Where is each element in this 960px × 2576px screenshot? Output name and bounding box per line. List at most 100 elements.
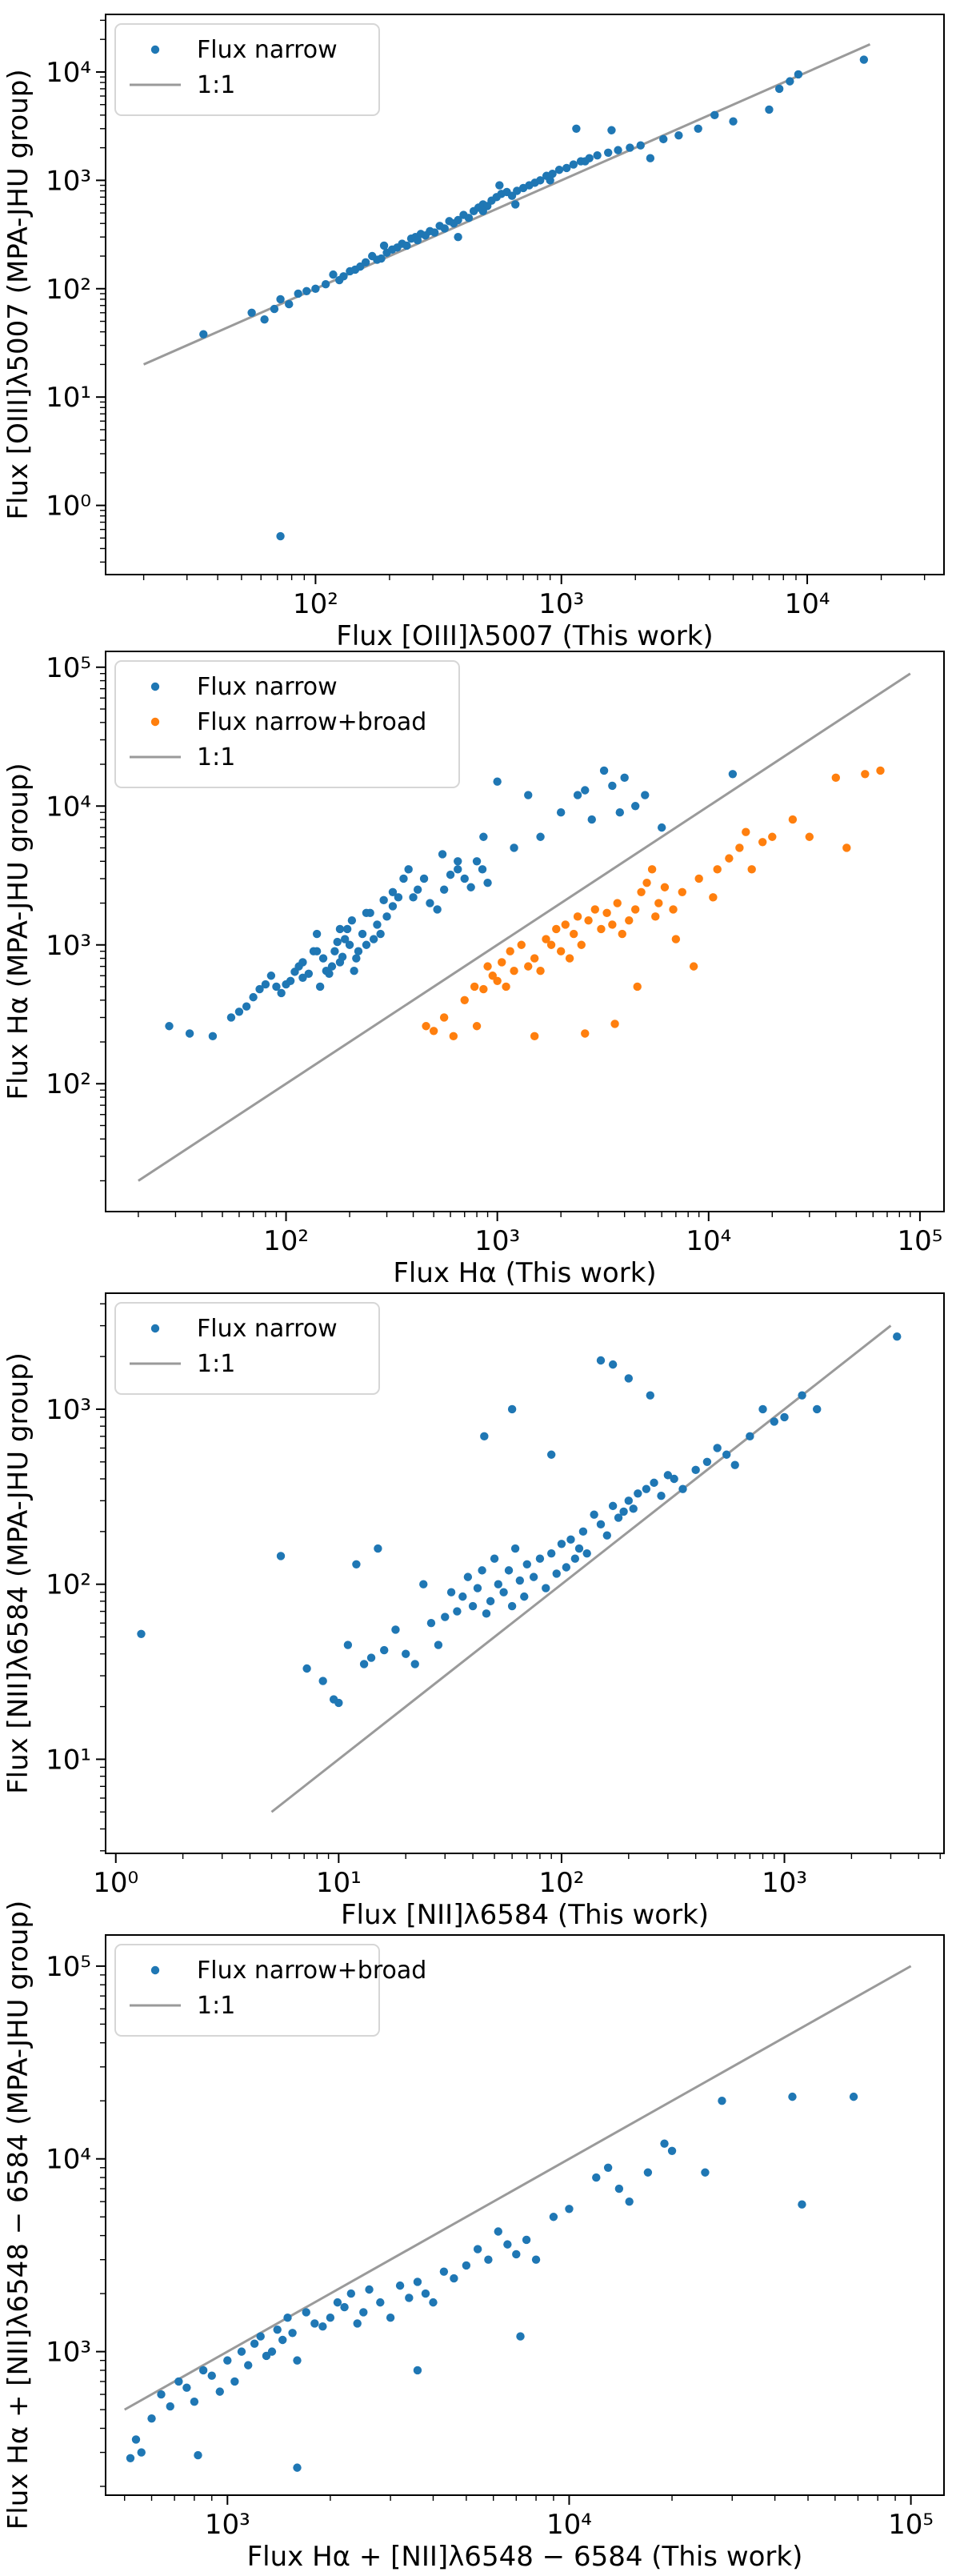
data-point: [312, 929, 322, 939]
data-point: [562, 1563, 571, 1572]
data-point: [494, 1580, 503, 1588]
data-point: [333, 2298, 342, 2307]
data-point: [592, 2173, 601, 2182]
x-axis-label: Flux Hα (This work): [393, 1257, 656, 1289]
data-point: [273, 2325, 282, 2334]
x-tick-label: 10⁵: [888, 2509, 934, 2541]
data-point: [634, 1489, 642, 1498]
data-point: [286, 976, 295, 985]
data-point: [624, 1496, 633, 1505]
data-point: [466, 883, 475, 891]
x-tick-label: 10²: [293, 588, 338, 620]
data-point: [603, 2163, 613, 2172]
data-point: [441, 1613, 450, 1621]
data-point: [382, 912, 391, 921]
data-point: [462, 2261, 471, 2270]
data-point: [482, 1609, 491, 1618]
data-point: [510, 843, 518, 852]
data-point: [473, 2245, 482, 2253]
data-point: [522, 1560, 531, 1568]
data-point: [569, 160, 578, 169]
data-point: [272, 982, 281, 992]
data-point: [388, 902, 398, 911]
data-point: [747, 865, 756, 874]
y-tick-label: 10²: [46, 1068, 91, 1100]
data-point: [410, 1660, 419, 1669]
data-point: [522, 2235, 531, 2245]
data-point: [774, 84, 784, 94]
data-point: [347, 916, 357, 925]
data-point: [439, 1013, 449, 1022]
data-point: [255, 984, 264, 994]
data-point: [207, 2371, 216, 2380]
data-point: [266, 972, 276, 980]
x-tick-label: 10⁰: [93, 1867, 138, 1899]
data-point: [722, 1450, 731, 1459]
data-point: [713, 1444, 722, 1452]
chart-2-halpha-plot-area: [138, 672, 911, 1182]
data-point: [426, 899, 434, 907]
chart-4-halpha-nii-minor-ticks: [100, 1974, 896, 2501]
data-point: [513, 186, 522, 195]
data-point: [395, 2281, 405, 2290]
data-point: [174, 2377, 183, 2386]
data-point: [596, 1356, 606, 1365]
data-point: [352, 1560, 361, 1568]
data-point: [230, 2377, 239, 2386]
data-point: [137, 2448, 146, 2457]
data-point: [402, 241, 411, 250]
data-point: [573, 791, 582, 799]
data-point: [608, 1360, 618, 1369]
y-tick-label: 10³: [46, 930, 91, 962]
chart-3-nii-legend: Flux narrow 1:1: [114, 1302, 380, 1395]
data-point: [434, 1641, 443, 1649]
data-point: [311, 284, 320, 293]
data-point: [610, 1020, 619, 1028]
data-point: [788, 815, 798, 824]
data-point: [557, 1540, 566, 1548]
data-point: [861, 770, 870, 779]
data-point: [597, 924, 606, 934]
data-point: [536, 176, 545, 185]
data-point: [440, 224, 449, 233]
legend-label: Flux narrow: [197, 673, 338, 701]
data-point: [876, 766, 885, 775]
data-point: [713, 865, 722, 874]
data-point: [267, 2347, 277, 2356]
data-point: [581, 1029, 590, 1038]
chart-1-oiii-plot-area: [142, 43, 871, 541]
data-point: [208, 1032, 218, 1041]
data-point: [524, 962, 533, 971]
data-point: [478, 206, 487, 216]
data-point: [137, 1629, 146, 1639]
data-point: [556, 947, 566, 955]
chart-4-halpha-nii-plot-area: [123, 1965, 912, 2472]
data-point: [511, 200, 520, 209]
legend-marker: [150, 1965, 160, 1975]
x-tick-label: 10³: [538, 588, 584, 620]
data-point: [608, 920, 617, 929]
x-axis-label: Flux [OIII]λ5007 (This work): [336, 620, 713, 652]
series-flux-narrow-broad: [422, 766, 885, 1041]
data-point: [283, 2313, 292, 2322]
data-point: [376, 929, 385, 939]
data-point: [278, 2335, 287, 2345]
data-point: [223, 2356, 232, 2365]
data-point: [691, 1465, 700, 1475]
data-point: [413, 2366, 422, 2375]
data-point: [391, 1625, 400, 1634]
data-point: [493, 777, 502, 786]
data-point: [157, 2390, 166, 2399]
data-point: [768, 832, 777, 841]
legend-box: [114, 1302, 380, 1395]
data-point: [405, 2294, 414, 2302]
data-point: [493, 976, 502, 985]
data-point: [530, 1032, 539, 1041]
data-point: [374, 1544, 382, 1553]
legend-label: Flux narrow+broad: [197, 708, 426, 736]
data-point: [285, 299, 294, 309]
data-point: [614, 1513, 623, 1522]
data-point: [701, 2168, 710, 2177]
data-point: [646, 154, 655, 162]
